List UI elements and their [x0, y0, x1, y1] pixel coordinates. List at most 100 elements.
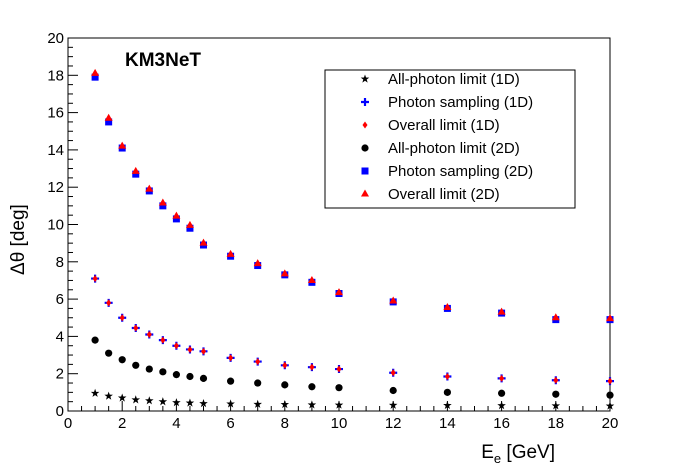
data-point-star	[280, 399, 290, 409]
data-point-triangle	[307, 275, 316, 283]
data-point-star	[145, 396, 154, 405]
data-point-circle	[172, 371, 180, 379]
data-point-diamond	[106, 299, 112, 307]
data-point-circle	[606, 391, 614, 399]
data-point-circle	[389, 386, 397, 395]
data-point-triangle	[551, 313, 560, 321]
data-point-square	[132, 170, 140, 178]
data-point-triangle	[226, 249, 235, 257]
data-point-diamond	[92, 275, 98, 283]
legend-box	[324, 69, 576, 209]
data-point-triangle	[185, 220, 194, 228]
data-point-square	[105, 118, 113, 126]
data-point-diamond	[553, 376, 559, 384]
y-tick-label: 4	[56, 328, 64, 345]
y-tick-label: 20	[47, 30, 64, 47]
data-point-triangle	[104, 113, 113, 121]
y-tick-label: 18	[47, 67, 64, 84]
data-point-triangle	[389, 296, 398, 304]
data-point-diamond	[228, 354, 234, 362]
data-point-circle	[254, 379, 262, 387]
data-point-diamond	[119, 314, 125, 322]
legend-label-all-photon-1d: All-photon limit (1D)	[388, 71, 520, 88]
data-point-star	[551, 401, 561, 410]
data-point-circle	[443, 388, 451, 396]
data-point-circle	[199, 374, 208, 382]
x-tick-label: 4	[172, 415, 180, 432]
y-tick-label: 6	[56, 291, 64, 308]
x-tick-label: 0	[64, 415, 72, 432]
y-tick-label: 8	[56, 254, 64, 271]
y-tick-label: 2	[56, 366, 64, 383]
data-point-triangle	[131, 166, 140, 174]
legend-marker-circle	[361, 144, 369, 152]
legend-label-all-photon-2d: All-photon limit (2D)	[388, 140, 520, 157]
data-point-star	[388, 400, 398, 409]
legend-label-photon-sampling-2d: Photon sampling (2D)	[388, 163, 533, 180]
x-tick-label: 2	[118, 415, 126, 432]
ticks-layer: 0 2 4 6 8 10 12 14 16 18 20 0 2 4 6 8 10 12 14 16 18 20	[47, 30, 618, 432]
y-tick-label: 12	[47, 179, 64, 196]
data-point-diamond	[173, 342, 179, 350]
data-point-triangle	[280, 269, 289, 277]
data-point-circle	[335, 384, 343, 392]
legend-label-overall-1d: Overall limit (1D)	[388, 117, 500, 134]
data-point-diamond	[499, 374, 505, 382]
x-tick-label: 8	[281, 415, 289, 432]
x-tick-label: 10	[331, 415, 348, 432]
y-tick-label: 14	[47, 142, 64, 159]
data-point-triangle	[158, 198, 167, 206]
data-point-circle	[186, 372, 194, 381]
legend-marker-triangle	[361, 189, 369, 197]
x-tick-label: 6	[226, 415, 234, 432]
data-point-triangle	[199, 238, 208, 246]
data-point-diamond	[390, 369, 396, 377]
data-point-triangle	[145, 184, 154, 192]
data-point-star	[199, 399, 208, 408]
data-point-square	[186, 224, 194, 232]
legend-marker-diamond	[362, 121, 368, 129]
data-point-circle	[145, 365, 153, 373]
data-point-circle	[159, 368, 167, 376]
data-point-star	[443, 400, 452, 410]
legend-label-overall-2d: Overall limit (2D)	[388, 186, 500, 203]
data-point-triangle	[91, 68, 100, 76]
data-point-circle	[105, 349, 113, 357]
data-point-star	[334, 400, 344, 409]
data-point-square	[172, 215, 180, 223]
data-point-diamond	[282, 361, 288, 369]
data-point-star	[158, 397, 168, 406]
data-point-triangle	[443, 302, 452, 310]
y-tick-label: 0	[56, 403, 64, 420]
legend-marker-star	[360, 74, 370, 83]
legend: All-photon limit (1D) Photon sampling (1…	[324, 69, 576, 209]
x-tick-label: 12	[385, 415, 402, 432]
x-tick-label: 20	[602, 415, 619, 432]
data-point-diamond	[607, 377, 613, 385]
data-point-diamond	[201, 347, 206, 355]
data-point-star	[90, 388, 100, 397]
data-point-circle	[118, 356, 126, 364]
data-point-triangle	[335, 288, 343, 296]
x-tick-label: 18	[547, 415, 564, 432]
data-point-star	[605, 401, 615, 410]
marks-layer	[90, 68, 615, 410]
y-axis-title: Δθ [deg]	[8, 204, 29, 275]
x-tick-label: 14	[439, 415, 456, 432]
data-point-triangle	[497, 307, 506, 315]
data-point-diamond	[255, 358, 261, 366]
data-point-star	[172, 398, 181, 407]
data-point-circle	[281, 381, 289, 389]
data-point-star	[104, 391, 113, 400]
x-axis-title-sub: e	[494, 451, 501, 465]
x-axis-title: Ee [GeV]	[481, 442, 555, 465]
data-point-diamond	[309, 363, 315, 371]
x-axis-title-main: E	[481, 442, 494, 463]
data-point-triangle	[606, 314, 614, 322]
data-point-circle	[132, 361, 140, 369]
data-point-diamond	[187, 345, 193, 353]
data-point-star	[131, 395, 141, 404]
data-point-circle	[91, 336, 99, 344]
legend-markers	[360, 74, 370, 197]
data-point-diamond	[133, 324, 139, 332]
